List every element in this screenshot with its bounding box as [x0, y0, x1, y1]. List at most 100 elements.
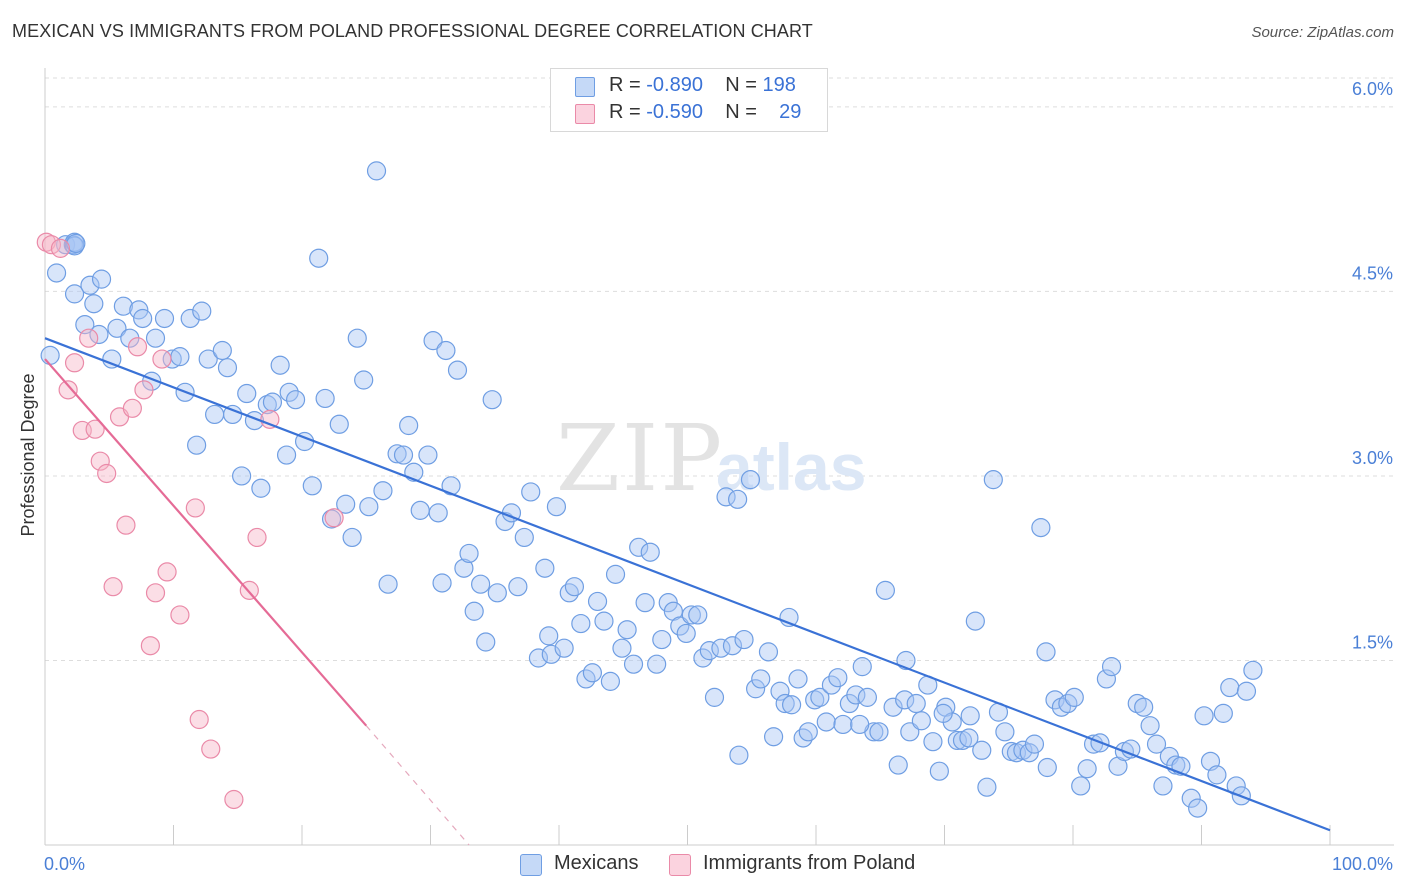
- point-poland: [152, 349, 172, 369]
- point-mexicans: [612, 638, 632, 658]
- point-mexicans: [251, 478, 271, 498]
- point-poland: [116, 515, 136, 535]
- trend-lines: [44, 337, 1331, 846]
- bottom-legend-label-mexicans: Mexicans: [554, 852, 639, 874]
- point-mexicans: [46, 263, 67, 283]
- point-mexicans: [929, 761, 949, 781]
- point-poland: [157, 562, 177, 582]
- point-mexicans: [1220, 677, 1240, 698]
- point-poland: [134, 380, 154, 400]
- point-mexicans: [895, 690, 915, 710]
- point-mexicans: [387, 444, 407, 464]
- point-mexicans: [850, 714, 870, 735]
- point-mexicans: [983, 470, 1003, 490]
- point-mexicans: [40, 345, 60, 365]
- point-mexicans: [205, 404, 225, 425]
- point-poland: [103, 577, 123, 597]
- point-mexicans: [528, 648, 549, 668]
- point-mexicans: [740, 470, 761, 490]
- point-mexicans: [212, 340, 232, 361]
- point-mexicans: [154, 308, 175, 329]
- point-mexicans: [629, 537, 649, 557]
- point-mexicans: [64, 284, 85, 304]
- point-mexicans: [257, 395, 277, 415]
- point-mexicans: [821, 675, 842, 695]
- point-mexicans: [900, 722, 920, 742]
- point-mexicans: [262, 392, 283, 412]
- point-mexicans: [145, 328, 166, 348]
- watermark-atlas: atlas: [716, 430, 866, 504]
- bottom-legend-swatch-poland: [669, 854, 691, 876]
- point-mexicans: [447, 360, 468, 380]
- y-tick-labels: 1.5% 3.0% 4.5% 6.0%: [1352, 79, 1393, 653]
- point-mexicans: [428, 503, 448, 523]
- point-mexicans: [366, 161, 387, 181]
- point-mexicans: [676, 623, 696, 644]
- legend-n-label: N =: [725, 74, 763, 96]
- legend-n-value: 198: [762, 74, 796, 96]
- point-mexicans: [232, 466, 252, 486]
- point-mexicans: [237, 383, 257, 404]
- point-mexicans: [728, 489, 748, 509]
- point-mexicans: [436, 340, 456, 361]
- point-mexicans: [587, 591, 608, 612]
- point-mexicans: [393, 445, 414, 465]
- point-poland: [201, 739, 221, 759]
- point-mexicans: [693, 648, 713, 668]
- point-mexicans: [546, 497, 567, 517]
- point-mexicans: [170, 347, 190, 367]
- point-mexicans: [1127, 693, 1147, 714]
- point-mexicans: [564, 577, 585, 597]
- legend-n-label: N =: [725, 101, 763, 123]
- bottom-legend-label-poland: Immigrants from Poland: [703, 852, 916, 874]
- point-mexicans: [217, 358, 238, 378]
- point-mexicans: [198, 349, 218, 369]
- trend-line-poland: [44, 358, 368, 727]
- point-mexicans: [605, 564, 626, 584]
- point-poland: [90, 451, 110, 471]
- point-mexicans: [1036, 642, 1056, 662]
- point-mexicans: [947, 730, 967, 751]
- point-mexicans: [1213, 703, 1233, 723]
- point-mexicans: [399, 415, 419, 436]
- point-mexicans: [617, 620, 637, 640]
- point-mexicans: [329, 414, 349, 434]
- axes: [44, 68, 1394, 846]
- point-mexicans: [647, 654, 667, 674]
- point-mexicans: [354, 370, 374, 390]
- point-mexicans: [729, 745, 749, 765]
- point-mexicans: [652, 629, 672, 650]
- point-mexicans: [852, 657, 872, 677]
- point-mexicans: [793, 728, 813, 748]
- point-mexicans: [554, 638, 574, 658]
- point-poland: [36, 232, 56, 252]
- point-mexicans: [758, 642, 779, 662]
- series-poland: [36, 232, 344, 810]
- point-poland: [64, 353, 85, 373]
- point-mexicans: [1101, 657, 1122, 677]
- point-mexicans: [309, 248, 329, 268]
- point-mexicans: [1181, 788, 1201, 808]
- y-tick-label: 1.5%: [1352, 632, 1393, 652]
- point-poland: [79, 328, 99, 348]
- legend-r-value: -0.590: [646, 101, 703, 123]
- point-mexicans: [508, 577, 528, 597]
- y-tick-label: 6.0%: [1352, 79, 1393, 99]
- point-mexicans: [410, 500, 430, 520]
- point-poland: [127, 337, 148, 357]
- point-mexicans: [89, 324, 109, 345]
- point-mexicans: [711, 638, 731, 658]
- point-mexicans: [816, 712, 836, 732]
- point-mexicans: [66, 233, 86, 254]
- point-mexicans: [883, 697, 903, 717]
- point-mexicans: [84, 294, 104, 314]
- point-mexicans: [535, 558, 555, 578]
- point-mexicans: [336, 494, 356, 514]
- x-tick-labels: 0.0% 100.0%: [44, 854, 1393, 874]
- point-mexicans: [1134, 697, 1154, 717]
- point-mexicans: [487, 583, 507, 603]
- legend-r-label: R =: [609, 101, 647, 123]
- point-mexicans: [373, 481, 393, 501]
- x-tick-label: 100.0%: [1332, 854, 1393, 874]
